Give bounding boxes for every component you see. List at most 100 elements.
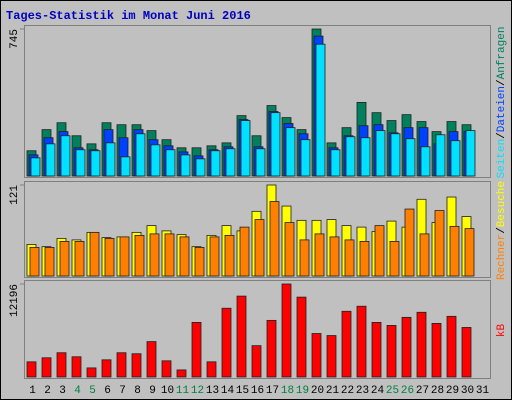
bar [416,311,427,378]
bar [461,327,472,378]
x-tick-label: 27 [416,385,429,397]
bar [74,241,85,277]
bar [435,134,446,177]
bar [86,367,97,378]
bar [75,149,86,177]
bar [90,150,101,177]
bar [26,361,37,378]
x-tick-label: 7 [119,385,126,397]
x-tick-label: 29 [446,385,459,397]
bar [149,233,160,277]
bar [371,322,382,378]
bar [161,360,172,378]
bar [104,237,115,277]
legend: Rechner/Besuche [496,181,508,280]
bar [300,139,311,177]
bar [434,210,445,277]
bar [239,226,250,277]
bar [44,247,55,277]
legend-separator: / [496,227,508,234]
legend-entry: Dateien [496,86,508,132]
legend: Seiten/Dateien/Anfragen [496,27,508,179]
bar [105,142,116,177]
x-tick-label: 24 [371,385,385,397]
bar [285,127,296,177]
x-tick-label: 30 [461,385,474,397]
bar [224,234,235,277]
bar [56,352,67,378]
bar [465,130,476,177]
x-tick-label: 28 [431,385,444,397]
bar [195,158,206,177]
bar [176,369,187,378]
bar [329,236,340,277]
bar [315,43,326,177]
legend-entry: kB [496,324,508,338]
bar [30,157,41,177]
legend-entry: Rechner [496,234,508,280]
x-tick-label: 10 [161,385,174,397]
bar [164,233,175,277]
bar [119,236,130,277]
bar [221,307,232,378]
x-tick-label: 13 [206,385,219,397]
y-tick-label: 745 [9,29,21,49]
bar [150,144,161,177]
bar [266,319,277,378]
bar [359,241,370,277]
legend: kB [496,324,508,338]
bar [284,222,295,277]
bar [389,241,400,277]
bar [135,133,146,177]
bar [270,112,281,177]
bar [116,352,127,378]
x-tick-label: 26 [401,385,414,397]
x-tick-label: 11 [176,385,190,397]
bar [60,135,71,177]
x-tick-label: 14 [221,385,235,397]
x-tick-label: 16 [251,385,264,397]
x-tick-label: 5 [89,385,96,397]
bar [120,156,131,177]
bar [165,149,176,177]
legend-entry: Besuche [496,181,508,227]
x-tick-label: 19 [296,385,309,397]
bar [29,247,40,277]
bar [191,322,202,378]
x-tick-label: 2 [44,385,51,397]
bar [404,208,415,277]
bar [345,136,356,177]
x-tick-label: 31 [476,385,490,397]
y-tick-label: 12196 [9,284,21,317]
bar [71,356,82,378]
bar [450,140,461,177]
bar [311,333,322,378]
bar [405,138,416,177]
bar [59,241,70,277]
legend-entry: Seiten [496,139,508,179]
x-tick-label: 20 [311,385,324,397]
bar [240,120,251,177]
bar [464,228,475,277]
bar [446,315,457,378]
bar [131,353,142,378]
bar [251,345,262,378]
bar [375,130,386,177]
x-tick-label: 6 [104,385,111,397]
bar [281,283,292,378]
x-tick-label: 4 [74,385,81,397]
x-tick-label: 21 [326,385,340,397]
y-tick-label: 121 [9,185,21,205]
bar [255,148,266,177]
bar [179,236,190,277]
x-tick-label: 9 [149,385,156,397]
bar [45,143,56,177]
x-tick-label: 12 [191,385,204,397]
bar [101,359,112,378]
bar [209,236,220,277]
bar [401,316,412,378]
legend-separator: / [496,132,508,139]
x-tick-label: 8 [134,385,141,397]
bar [296,296,307,378]
x-tick-label: 17 [266,385,279,397]
